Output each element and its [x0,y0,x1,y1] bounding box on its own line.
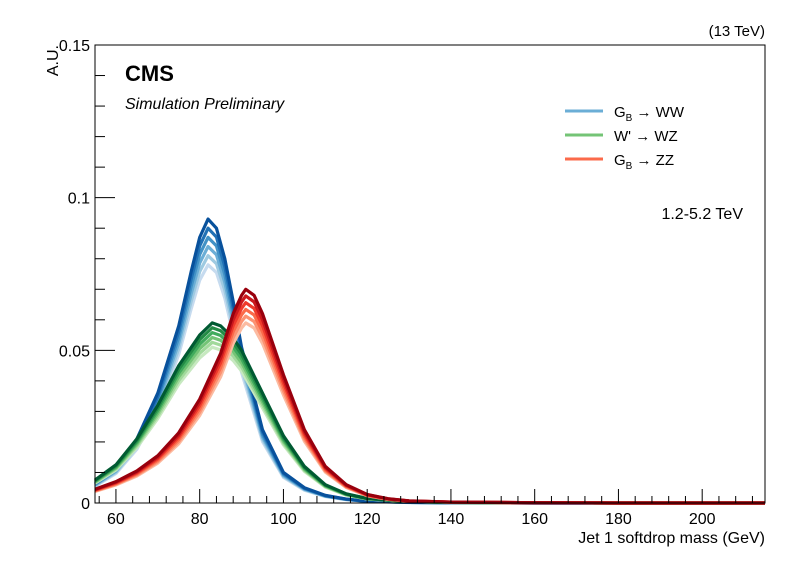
experiment-label: CMS [125,61,174,86]
series-2-line-variant-5 [94,287,765,505]
series-curves [94,217,765,505]
x-tick-label: 80 [191,511,209,528]
axes: 60 80 100 120 140 160 180 200 0 0.05 0.1 0.15 [59,38,753,528]
x-tick-label: 60 [107,511,125,528]
legend-label-2: GB → ZZ [614,152,674,172]
plot-frame [94,44,766,504]
simulation-subtitle: Simulation Preliminary [125,96,285,113]
legend-label-1: W' → WZ [614,128,678,145]
x-tick-label: 140 [438,511,465,528]
y-tick-label: 0 [81,496,90,513]
energy-label: (13 TeV) [709,23,765,40]
y-tick-label: 0.05 [59,343,90,360]
x-axis-title: Jet 1 softdrop mass (GeV) [578,530,765,547]
legend: GB → WW W' → WZ GB → ZZ [565,104,685,172]
x-tick-label: 120 [354,511,381,528]
legend-label-0: GB → WW [614,104,685,124]
x-tick-label: 200 [689,511,716,528]
y-tick-label: 0.15 [59,38,90,55]
mass-range-label: 1.2-5.2 TeV [661,206,743,223]
y-axis-title: A.U. [45,45,62,76]
x-tick-label: 100 [270,511,297,528]
x-tick-label: 160 [521,511,548,528]
y-tick-label: 0.1 [68,191,90,208]
x-tick-label: 180 [605,511,632,528]
